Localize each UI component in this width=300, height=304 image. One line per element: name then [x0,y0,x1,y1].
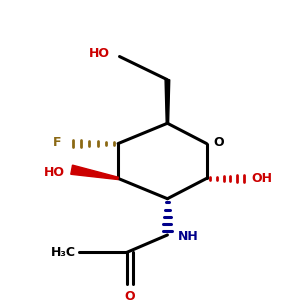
Polygon shape [165,80,170,123]
Polygon shape [71,165,118,180]
Text: NH: NH [178,230,198,243]
Text: OH: OH [252,172,273,185]
Text: F: F [53,136,61,149]
Text: O: O [213,136,224,149]
Text: H₃C: H₃C [51,246,76,259]
Text: HO: HO [44,166,64,179]
Text: O: O [124,290,135,303]
Text: HO: HO [88,47,110,60]
